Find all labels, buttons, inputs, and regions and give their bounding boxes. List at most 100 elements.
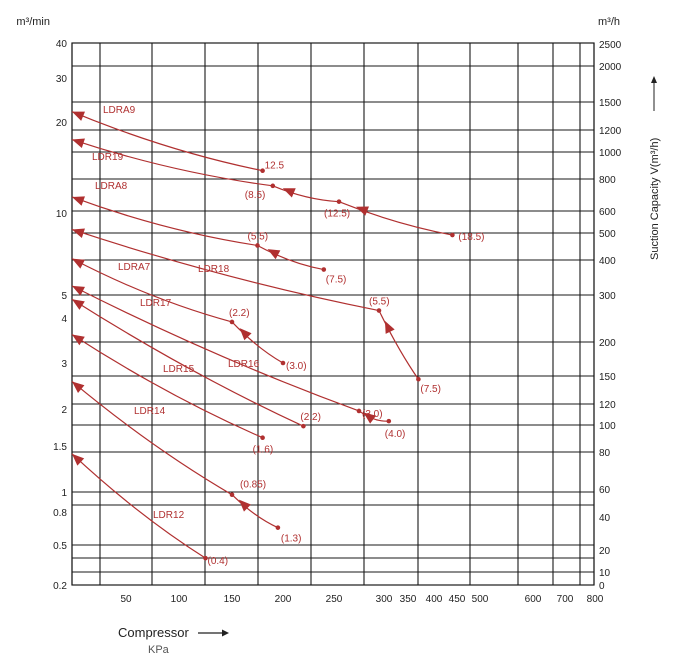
x-axis-unit: KPa xyxy=(148,644,169,656)
arrowhead xyxy=(72,453,85,466)
left-tick-label: 5 xyxy=(61,291,67,302)
grid xyxy=(71,42,595,586)
curve-segment xyxy=(231,321,284,364)
point-label: (12.5) xyxy=(324,209,350,220)
data-point xyxy=(376,308,382,313)
curve-segment xyxy=(71,333,263,439)
right-tick-label: 0 xyxy=(599,581,605,592)
left-tick-label: 1 xyxy=(61,488,67,499)
curve-segment xyxy=(338,201,453,236)
data-point xyxy=(356,408,362,414)
arrowhead xyxy=(239,328,252,341)
right-tick-label: 150 xyxy=(599,372,616,383)
data-point xyxy=(203,555,208,561)
left-tick-label: 3 xyxy=(61,359,67,370)
data-point xyxy=(336,199,342,204)
point-label: (3.0) xyxy=(362,409,383,420)
curve-segment xyxy=(71,138,273,187)
arrowhead xyxy=(384,320,395,334)
right-axis-unit: m³/h xyxy=(598,16,620,28)
series-label: LDRA9 xyxy=(103,105,136,116)
point-label: 12.5 xyxy=(265,161,285,172)
left-tick-label: 0.5 xyxy=(53,541,67,552)
point-label: (5.5) xyxy=(369,297,390,308)
right-axis-ticks: 2500200015001200100080060050040030020015… xyxy=(599,40,622,592)
arrowhead xyxy=(267,249,281,260)
data-point xyxy=(450,232,455,238)
curve-segment xyxy=(257,244,324,271)
x-tick-label: 50 xyxy=(120,594,132,605)
x-tick-label: 350 xyxy=(400,594,417,605)
arrow-right-icon xyxy=(198,629,229,637)
left-tick-label: 4 xyxy=(61,314,67,325)
right-tick-label: 40 xyxy=(599,513,611,524)
data-point xyxy=(270,183,276,189)
point-label: (4.0) xyxy=(385,429,406,440)
series-curves: 12.5 LDRA9 (8.5) (12.5) (18.5) LDR19 (5.5) (7.5… xyxy=(71,105,485,567)
data-point xyxy=(416,376,421,382)
curve-segment xyxy=(231,494,279,529)
curve-segment xyxy=(378,310,419,380)
series-label: LDR19 xyxy=(92,152,124,163)
right-tick-label: 500 xyxy=(599,229,616,240)
left-tick-label: 2 xyxy=(61,405,67,416)
point-label: (1.6) xyxy=(253,445,274,456)
series-label: LDR15 xyxy=(163,364,195,375)
curve-segment xyxy=(358,410,389,422)
point-label: (3.0) xyxy=(286,361,307,372)
point-label: (1.3) xyxy=(281,534,302,545)
right-tick-label: 20 xyxy=(599,546,611,557)
arrowhead xyxy=(72,299,85,310)
left-tick-label: 40 xyxy=(56,39,68,50)
right-tick-label: 80 xyxy=(599,448,611,459)
arrowhead xyxy=(72,258,85,269)
right-tick-label: 10 xyxy=(599,568,611,579)
right-tick-label: 60 xyxy=(599,485,611,496)
right-tick-label: 1200 xyxy=(599,126,622,137)
curve-segment xyxy=(71,380,233,496)
right-tick-label: 800 xyxy=(599,175,616,186)
data-point xyxy=(229,492,235,498)
data-point xyxy=(260,168,265,174)
left-tick-label: 0.8 xyxy=(53,508,67,519)
x-tick-label: 250 xyxy=(326,594,343,605)
curve-segment xyxy=(71,111,263,172)
right-tick-label: 100 xyxy=(599,421,616,432)
left-tick-label: 10 xyxy=(56,209,68,220)
arrowhead xyxy=(72,138,85,149)
x-axis-footer: Compressor KPa xyxy=(118,624,229,656)
data-point xyxy=(301,423,306,429)
right-tick-label: 400 xyxy=(599,256,616,267)
point-label: (0.85) xyxy=(240,480,266,491)
point-label: (18.5) xyxy=(458,232,484,243)
data-point xyxy=(321,267,327,272)
data-point xyxy=(386,418,392,424)
x-tick-label: 400 xyxy=(426,594,443,605)
arrowhead xyxy=(72,228,85,238)
point-label: (2.2) xyxy=(229,308,250,319)
arrowhead xyxy=(282,188,296,198)
x-tick-label: 450 xyxy=(449,594,466,605)
left-tick-label: 30 xyxy=(56,74,68,85)
right-tick-label: 2000 xyxy=(599,62,622,73)
arrowhead xyxy=(238,499,251,512)
x-tick-label: 600 xyxy=(525,594,542,605)
right-tick-label: 200 xyxy=(599,338,616,349)
data-point xyxy=(260,435,265,440)
data-point xyxy=(255,243,260,248)
x-tick-label: 300 xyxy=(376,594,393,605)
series-label: LDR14 xyxy=(134,406,166,417)
x-tick-label: 200 xyxy=(275,594,292,605)
data-point xyxy=(280,360,286,366)
arrowhead xyxy=(72,285,85,296)
x-tick-label: 100 xyxy=(171,594,188,605)
series-label: LDR18 xyxy=(198,264,230,275)
series-label: LDR17 xyxy=(140,298,172,309)
plot-frame xyxy=(71,42,595,586)
data-point xyxy=(229,319,235,325)
x-tick-label: 500 xyxy=(472,594,489,605)
curve-segment xyxy=(71,298,304,427)
left-tick-label: 20 xyxy=(56,118,68,129)
curve-segment xyxy=(71,228,380,312)
